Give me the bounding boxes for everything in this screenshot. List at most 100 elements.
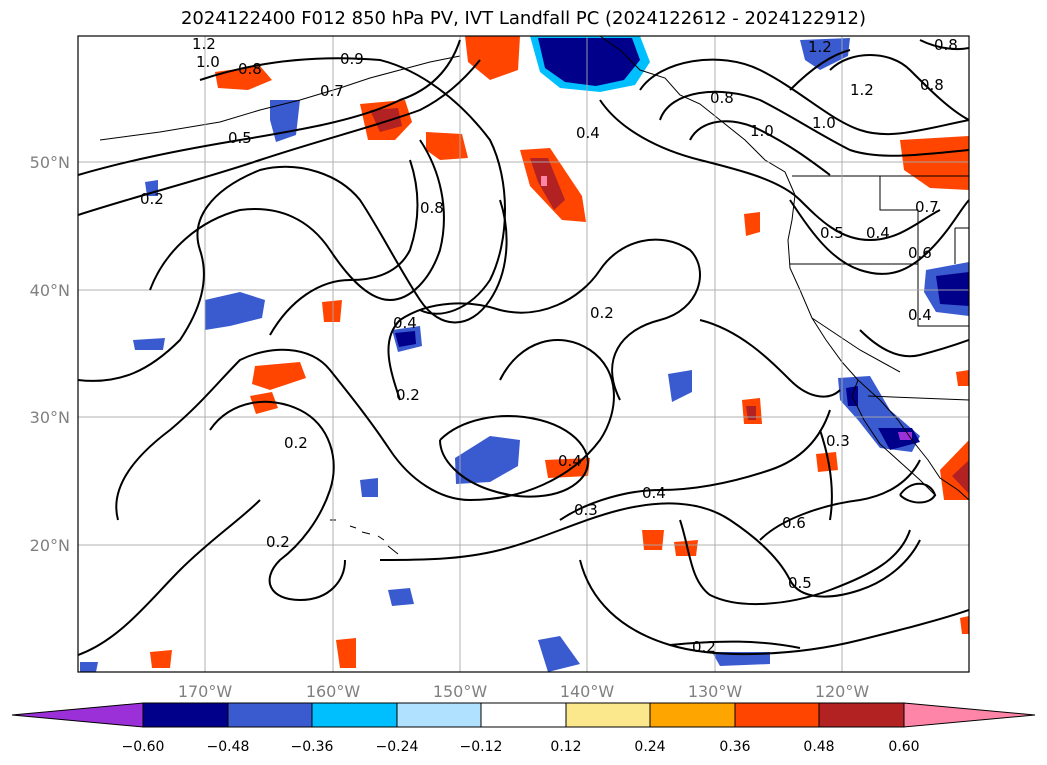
colorbar-segment [734,702,820,728]
colorbar-tick-label: −0.12 [460,739,503,755]
contour-line [199,57,506,315]
contour-label: 0.8 [920,76,944,94]
contour-line [78,59,481,216]
pv-positive-patch [952,460,969,494]
colorbar-extend-low [11,702,144,728]
contour-line [699,319,841,398]
contour-line [269,159,419,336]
contour-label: 0.2 [590,304,614,322]
contour-line [819,429,833,521]
pv-negative-patch [80,662,98,672]
contour-line [679,519,911,606]
contour-line [829,54,969,121]
colorbar-tick-label: −0.24 [376,739,419,755]
contour-label: 0.4 [576,124,600,142]
contour-line [789,199,969,275]
contour-label: 0.4 [393,314,417,332]
contour-label: 0.2 [396,386,420,404]
latitude-labels: 50°N 40°N 30°N 20°N [30,153,70,555]
pv-positive-patch [322,300,342,322]
contour-label: 0.6 [908,244,932,262]
pv-negative-patch [205,292,265,330]
colorbar-tick-label: −0.60 [122,739,165,755]
contour-label: 0.2 [140,190,164,208]
state-border [811,317,901,373]
colorbar-segment [311,702,398,728]
contour-label: 0.4 [866,224,890,242]
contour-line [579,559,969,656]
contour-label: 1.0 [750,122,774,140]
colorbar-segment [480,702,567,728]
graticule [78,36,969,672]
contour-line [669,640,801,649]
state-border [790,263,969,327]
contour-label: 1.2 [192,35,216,53]
pv-positive-patch [336,638,356,668]
contour-label: 0.9 [340,50,364,68]
contour-label: 1.0 [196,53,220,71]
contour-label: 0.3 [826,432,850,450]
contour-line [639,58,969,136]
contour-label: 0.3 [574,501,598,519]
contour-label: 0.8 [710,89,734,107]
pv-positive-patch [744,212,760,236]
pv-negative-patch [395,331,416,347]
contour-label: 0.5 [228,129,252,147]
lat-label-40n: 40°N [30,281,70,300]
contour-label: 0.5 [788,574,812,592]
contour-label: 0.4 [642,484,666,502]
contour-line [78,165,508,382]
contour-label: 0.2 [284,434,308,452]
pv-negative-patch [538,38,640,86]
pv-positive-patch [530,158,565,210]
contour-label: 1.2 [808,38,832,56]
baja-coast [851,379,937,497]
lon-label-130w: 130°W [688,682,743,701]
pv-negative-patch [800,38,850,70]
contour-label: 0.6 [782,514,806,532]
lon-label-120w: 120°W [815,682,870,701]
contour-line [759,459,921,541]
contour-label: 0.8 [934,36,958,54]
lat-label-50n: 50°N [30,153,70,172]
pv-positive-patch [674,540,698,556]
map-panel: 1.2 1.0 0.8 0.9 0.7 0.5 0.2 0.8 0.4 0.2 … [77,35,970,673]
pv-negative-patch [936,272,969,306]
alaska-coast [99,55,461,141]
pv-positive-patch [960,616,969,634]
contour-label: 0.4 [558,452,582,470]
pv-negative-patch [133,338,165,350]
contour-line [379,502,921,598]
lon-label-140w: 140°W [560,682,615,701]
pv-negative-patch [712,652,770,666]
contour-line [599,99,941,242]
pv-positive-patch [150,650,172,668]
colorbar-tick-label: 0.24 [634,739,665,755]
colorbar-segment [142,702,229,728]
lat-label-30n: 30°N [30,408,70,427]
pv-negative-patch [360,478,378,497]
contour-line [115,339,615,521]
contour-line [387,238,701,401]
colorbar-tick-label: −0.36 [291,739,334,755]
pv-positive-patch [426,132,468,160]
colorbar [11,702,1036,728]
colorbar-extend-high [903,702,1036,728]
colorbar-tick-label: 0.12 [550,739,581,755]
colorbar-segment [649,702,736,728]
lon-label-150w: 150°W [433,682,488,701]
contour-label: 1.0 [812,114,836,132]
us-mexico-border [867,395,969,401]
pv-positive-patch [541,176,547,186]
contour-label: 0.4 [908,306,932,324]
ivt-contours [78,39,969,656]
colorbar-tick-label: 0.60 [888,739,919,755]
pv-positive-patch [956,370,969,386]
contour-label: 0.7 [915,198,939,216]
colorbar-segment [818,702,905,728]
contour-line [78,499,261,656]
contour-line [689,120,831,176]
contour-label: 0.8 [238,60,262,78]
pv-negative-patch [455,436,520,484]
contour-line [559,409,831,521]
